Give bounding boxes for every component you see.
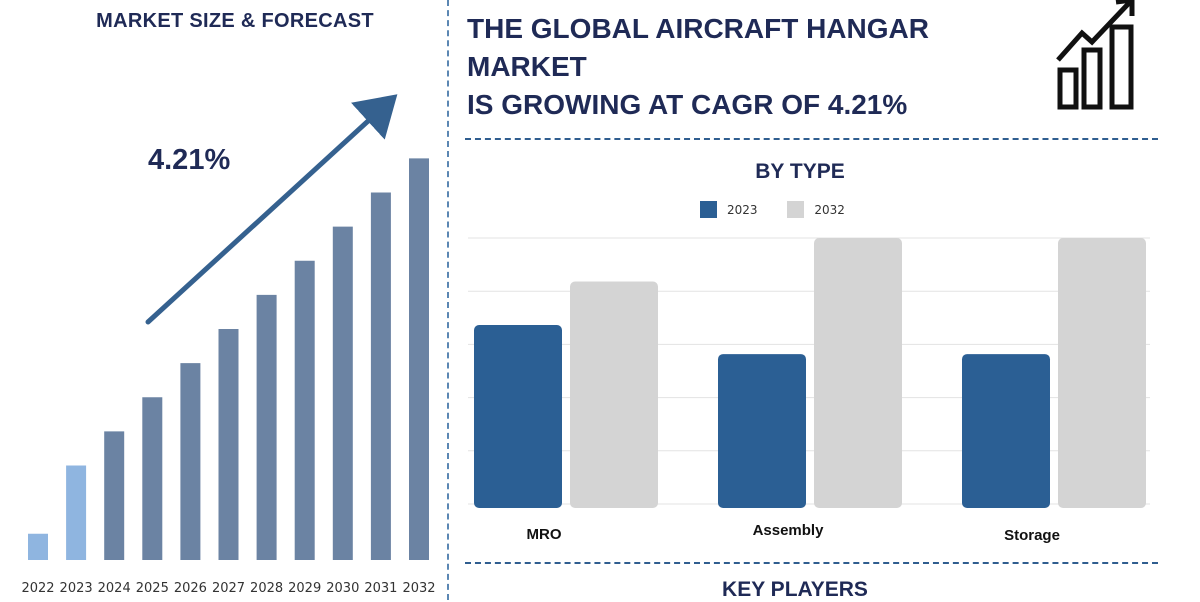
market-bar-2028	[256, 294, 277, 560]
market-size-chart: 2022 2023 2024 2025 2026 2027 2028 2029 2030 2031…	[21, 94, 436, 596]
market-bar-2024	[104, 431, 125, 560]
headline-line-2: IS GROWING AT CAGR OF 4.21%	[467, 89, 908, 120]
market-size-title: MARKET SIZE & FORECAST	[96, 10, 374, 32]
market-bar-2032	[409, 158, 429, 560]
market-bar-2030	[332, 226, 353, 560]
market-bar-2029	[294, 260, 315, 560]
panel-divider	[447, 0, 449, 600]
type-bar-mro-2032	[570, 281, 658, 508]
key-players-title: KEY PLAYERS	[722, 578, 868, 601]
type-category-label: MRO	[527, 526, 562, 543]
year-tick-label: 2029	[288, 581, 321, 596]
cagr-annotation: 4.21%	[148, 144, 230, 176]
market-bar-2026	[180, 363, 201, 560]
section-separator-bottom	[465, 562, 1158, 564]
legend-label-2023: 2023	[727, 202, 758, 217]
market-bar-2022	[28, 533, 48, 560]
headline-line-1: THE GLOBAL AIRCRAFT HANGAR MARKET	[467, 13, 929, 82]
type-bar-storage-2032	[1058, 238, 1146, 508]
by-type-chart: MRO Assembly Storage	[468, 237, 1150, 544]
type-bar-storage-2023	[962, 354, 1050, 508]
year-tick-label: 2032	[402, 581, 435, 596]
legend-item-2032: 2032	[787, 201, 845, 218]
year-tick-label: 2025	[136, 581, 169, 596]
type-bar-mro-2023	[474, 325, 562, 508]
by-type-legend: 2023 2032	[700, 201, 871, 221]
type-category-label: Storage	[1004, 527, 1060, 544]
type-bar-assembly-2023	[718, 354, 806, 508]
market-bar-2025	[142, 397, 163, 560]
year-tick-label: 2027	[212, 581, 245, 596]
type-bar-assembly-2032	[814, 238, 902, 508]
headline: THE GLOBAL AIRCRAFT HANGAR MARKET IS GRO…	[467, 10, 1047, 124]
trend-arrow-icon	[145, 94, 398, 325]
legend-swatch-2023	[700, 201, 717, 218]
year-tick-label: 2023	[60, 581, 93, 596]
section-separator-top	[465, 138, 1158, 140]
year-tick-label: 2028	[250, 581, 283, 596]
year-tick-label: 2026	[174, 581, 207, 596]
market-bar-2027	[218, 329, 239, 560]
type-category-label: Assembly	[753, 522, 825, 539]
year-tick-label: 2030	[326, 581, 359, 596]
market-bar-2023	[66, 465, 87, 560]
legend-label-2032: 2032	[814, 202, 845, 217]
year-tick-label: 2022	[21, 581, 54, 596]
year-tick-label: 2024	[98, 581, 131, 596]
legend-item-2023: 2023	[700, 201, 758, 218]
year-tick-label: 2031	[364, 581, 397, 596]
legend-swatch-2032	[787, 201, 805, 218]
market-bar-2031	[370, 192, 391, 560]
by-type-title: BY TYPE	[755, 160, 845, 183]
bar-chart-growth-icon	[1052, 0, 1142, 110]
